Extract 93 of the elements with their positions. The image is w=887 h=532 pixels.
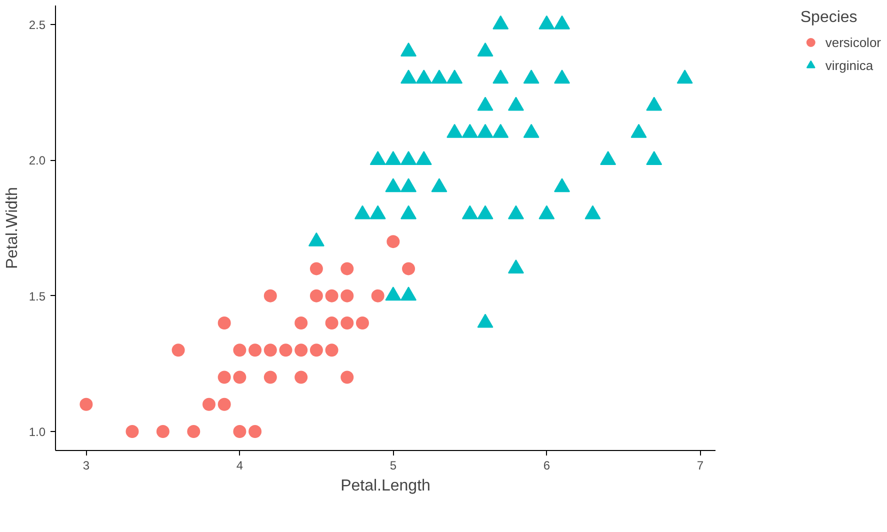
point [294,370,308,384]
point [400,42,417,56]
point [523,124,540,138]
point [492,124,509,138]
point [294,316,308,330]
point [538,205,555,220]
point [264,289,277,302]
point [416,70,432,84]
x-tick-label: 3 [82,458,90,472]
point [462,205,478,220]
point [385,178,402,192]
point [370,205,386,220]
point [402,262,416,276]
point [371,289,384,302]
point [310,262,323,276]
point [538,15,555,30]
y-tick-label: 1.0 [28,425,46,440]
point [416,151,432,165]
point [400,70,417,84]
point [508,205,524,220]
point [233,344,246,357]
point [554,70,570,84]
point [508,260,524,274]
point [600,151,616,165]
point [400,151,417,165]
point [279,344,292,357]
point [233,370,246,384]
point [126,425,139,438]
point [508,96,524,111]
y-tick-label: 2.5 [28,18,46,32]
point [248,344,262,357]
x-tick-label: 7 [696,458,704,472]
point [187,425,200,438]
point [264,344,277,357]
point [676,70,693,84]
point [477,42,494,56]
point [218,398,231,411]
point [554,15,570,30]
legend-label: versicolor [825,34,881,50]
point [385,151,402,165]
point [308,232,324,246]
point [172,344,185,357]
legend-title: Species [800,9,858,27]
point [400,286,417,301]
point [554,178,570,192]
point [340,289,354,302]
point [646,96,662,111]
point [294,344,308,357]
point [340,316,354,330]
point [340,262,354,276]
point [202,398,216,411]
legend-label: virginica [825,58,874,72]
point [325,344,338,357]
x-axis-title: Petal.Length [340,478,430,494]
point [400,178,417,192]
point [630,124,647,138]
point [584,205,601,220]
point [370,151,386,165]
point [385,286,402,301]
point [446,70,463,84]
point [340,370,354,384]
point [218,370,231,384]
y-tick-label: 1.5 [28,289,46,304]
point [248,425,262,438]
point [233,425,246,438]
point [156,425,170,438]
point [310,289,323,302]
x-tick-label: 6 [543,458,550,472]
point [492,15,509,30]
point [264,370,277,384]
point [431,70,448,84]
point [477,96,494,111]
point [492,70,509,84]
point [218,316,231,330]
point [386,235,400,248]
point [400,205,417,220]
point [354,205,370,220]
point [310,344,323,357]
point [646,151,662,165]
point [446,124,463,138]
point [477,124,494,138]
point [325,316,338,330]
y-axis-title: Petal.Width [4,187,21,269]
point [462,124,478,138]
point [477,205,494,220]
x-tick-label: 4 [236,458,244,472]
point [523,70,540,84]
x-tick-label: 5 [390,458,397,472]
point [80,398,93,411]
point [431,178,448,192]
point [325,289,338,302]
point [356,316,369,330]
y-tick-label: 2.0 [28,154,46,168]
